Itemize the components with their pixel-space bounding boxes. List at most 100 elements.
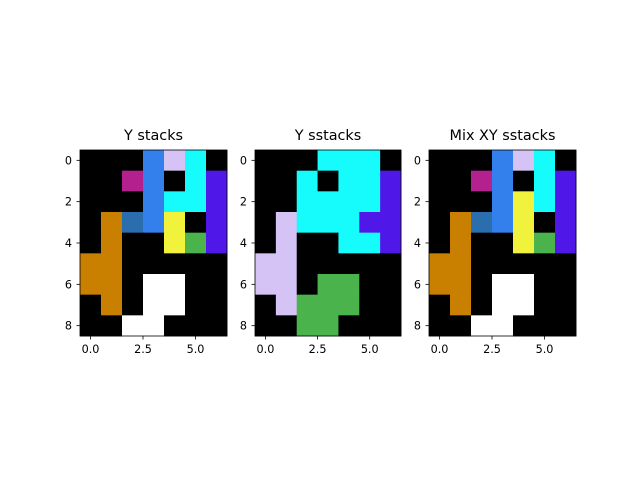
heatmap-cell [555, 170, 577, 192]
heatmap-cell [122, 315, 144, 337]
heatmap-cells [80, 150, 228, 337]
heatmap-cell [317, 253, 339, 275]
panel-y-sstacks: Y sstacks 0.0 2.5 5.0 0 2 4 6 8 [240, 128, 402, 356]
heatmap-cell [429, 274, 451, 296]
heatmap-cell [380, 150, 402, 172]
heatmap-cell [275, 253, 298, 275]
y-tick-label: 8 [65, 320, 72, 333]
heatmap-cell [555, 150, 577, 172]
heatmap-cell [317, 150, 339, 172]
heatmap-cell [185, 191, 207, 213]
y-tick-label: 2 [414, 196, 421, 209]
heatmap-cell [492, 294, 514, 316]
x-tick-label: 5.0 [536, 343, 554, 356]
x-tick-label: 2.5 [309, 343, 327, 356]
heatmap-cell [296, 315, 318, 337]
heatmap-cell [359, 232, 381, 254]
heatmap-cell [492, 274, 514, 296]
heatmap-cell [450, 274, 472, 296]
heatmap-cell [185, 253, 207, 275]
heatmap-cell [185, 274, 207, 296]
heatmap-cell [359, 212, 381, 234]
heatmap-cells [255, 150, 402, 337]
heatmap-cell [255, 253, 277, 275]
x-tick-label: 0.0 [431, 343, 449, 356]
heatmap-cell [555, 274, 577, 296]
heatmap-cell [450, 212, 472, 234]
heatmap-cell [359, 150, 381, 172]
y-tick-label: 2 [65, 196, 72, 209]
heatmap-cell [80, 253, 102, 275]
heatmap-cell [296, 274, 318, 296]
heatmap-cell [359, 294, 381, 316]
heatmap-cell [429, 315, 451, 337]
heatmap-cell [122, 170, 144, 192]
heatmap-cell [492, 253, 514, 275]
heatmap-cell [80, 191, 102, 213]
heatmap-cell [492, 232, 514, 254]
heatmap-cell [101, 294, 123, 316]
heatmap-cell [185, 212, 207, 234]
heatmap-cell [275, 170, 298, 192]
heatmap-cell [534, 232, 556, 254]
heatmap-cell [143, 191, 165, 213]
heatmap-cell [380, 191, 402, 213]
y-tick-label: 8 [240, 320, 247, 333]
x-tick-label: 0.0 [257, 343, 275, 356]
heatmap-cell [164, 274, 186, 296]
heatmap-cell [471, 212, 493, 234]
heatmap-cell [359, 253, 381, 275]
heatmap-cell [471, 253, 493, 275]
heatmap-cell [255, 315, 277, 337]
heatmap-cell [513, 315, 535, 337]
heatmap-cell [122, 212, 144, 234]
heatmap-cell [296, 232, 318, 254]
heatmap-cell [317, 232, 339, 254]
heatmap-cell [513, 232, 535, 254]
heatmap-cell [317, 274, 339, 296]
heatmap-cell [143, 232, 165, 254]
x-tick-label: 2.5 [483, 343, 501, 356]
heatmap-cell [164, 170, 186, 192]
heatmap-cell [471, 191, 493, 213]
heatmap-cell [534, 294, 556, 316]
x-tick-label: 5.0 [187, 343, 205, 356]
heatmap-cell [555, 212, 577, 234]
heatmap-cell [296, 170, 318, 192]
panel-title: Y sstacks [294, 128, 362, 144]
heatmap-cell [429, 232, 451, 254]
heatmap-cell [101, 253, 123, 275]
heatmap-cell [534, 212, 556, 234]
heatmap-cell [206, 150, 228, 172]
heatmap-cell [185, 150, 207, 172]
heatmap-cell [206, 274, 228, 296]
y-tick-label: 2 [240, 196, 247, 209]
x-tick-label: 2.5 [134, 343, 152, 356]
heatmap-cell [206, 212, 228, 234]
heatmap-cell [164, 315, 186, 337]
heatmap-cell [450, 232, 472, 254]
heatmap-cell [101, 170, 123, 192]
heatmap-cell [380, 232, 402, 254]
heatmap-cell [275, 274, 298, 296]
heatmap-cell [429, 294, 451, 316]
heatmap-cell [513, 274, 535, 296]
y-tick-label: 4 [65, 237, 72, 250]
heatmap-cell [492, 191, 514, 213]
heatmap-cell [534, 315, 556, 337]
heatmap-cell [143, 274, 165, 296]
heatmap-cell [101, 212, 123, 234]
y-axis-ticks: 0 2 4 6 8 [414, 154, 429, 333]
panel-title: Y stacks [123, 128, 183, 144]
heatmap-cell [143, 170, 165, 192]
y-tick-label: 6 [240, 278, 247, 291]
heatmap-cell [296, 191, 318, 213]
heatmap-cell [338, 150, 360, 172]
heatmap-cell [492, 170, 514, 192]
heatmap-cell [317, 294, 339, 316]
heatmap-cells [429, 150, 577, 337]
panel-y-stacks: Y stacks 0.0 2.5 5.0 0 2 4 6 8 [65, 128, 228, 356]
heatmap-cell [101, 232, 123, 254]
y-tick-label: 0 [240, 154, 247, 167]
heatmap-cell [206, 253, 228, 275]
